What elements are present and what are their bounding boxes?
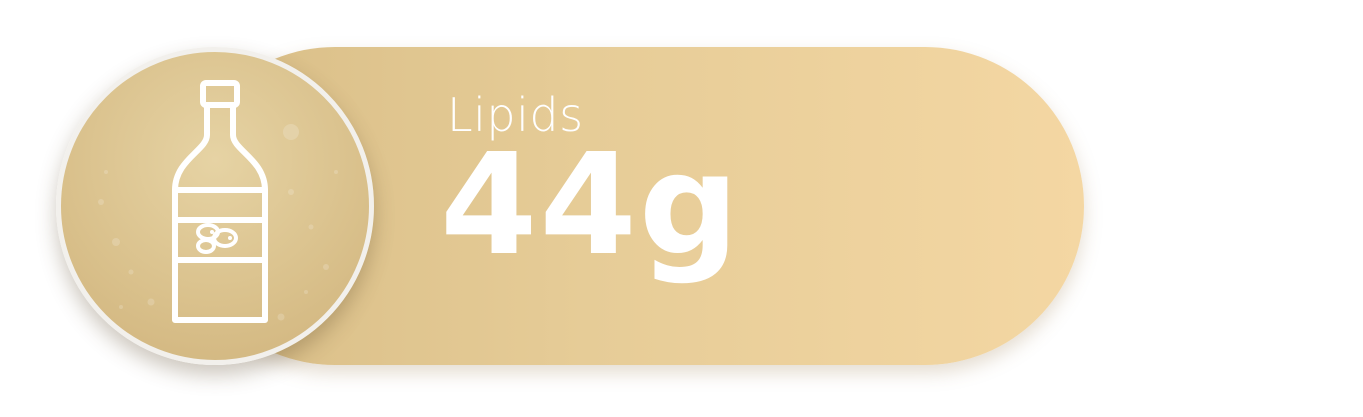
- nutrient-label: Lipids: [447, 88, 584, 142]
- nutrient-value: 44g: [440, 124, 742, 287]
- bubble-texture: [98, 124, 338, 321]
- oil-bottle-icon: [172, 80, 268, 323]
- icon-circle: [56, 47, 374, 365]
